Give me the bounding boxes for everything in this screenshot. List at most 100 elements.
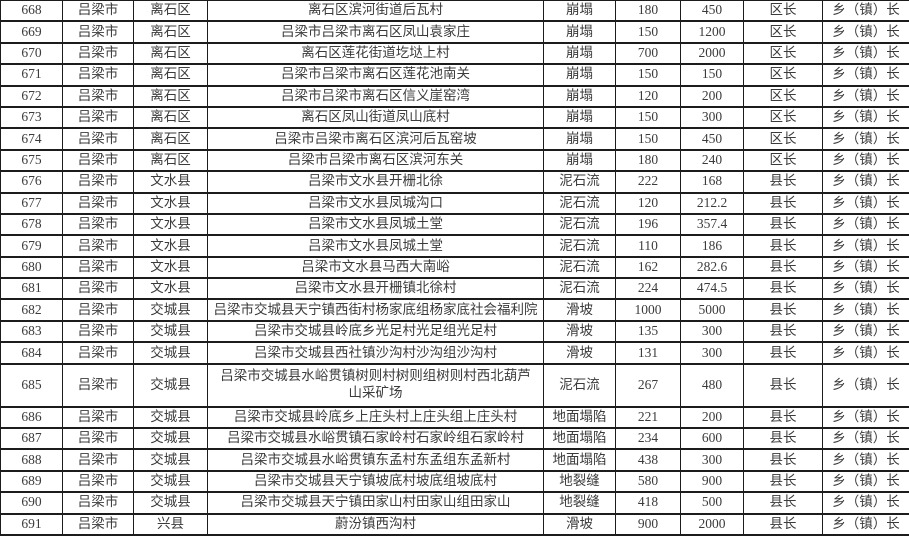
table-row: 671 吕梁市 离石区 吕梁市吕梁市离石区莲花池南关 崩塌 150 150 区长 乡（镇）长 <box>0 63 909 87</box>
cell-value-1: 150 <box>615 63 681 87</box>
cell-location: 吕梁市文水县开栅镇北徐村 <box>207 277 544 301</box>
table-row: 672 吕梁市 离石区 吕梁市吕梁市离石区信义崖窑湾 崩塌 120 200 区长 乡（镇）长 <box>0 84 909 108</box>
cell-leader-town: 乡（镇）长 <box>822 512 909 537</box>
cell-location: 离石区莲花街道圪垯上村 <box>207 41 544 66</box>
cell-city: 吕梁市 <box>62 319 134 344</box>
cell-value-2: 212.2 <box>680 191 744 215</box>
cell-row-index: 685 <box>0 362 63 408</box>
cell-location: 吕梁市交城县水峪贯镇石家岭村石家岭组石家岭村 <box>207 427 544 451</box>
table-row: 683 吕梁市 交城县 吕梁市交城县岭底乡光足村光足组光足村 滑坡 135 300 县长 乡（镇… <box>0 319 909 344</box>
cell-location: 吕梁市交城县水峪贯镇东孟村东孟组东孟新村 <box>207 448 544 472</box>
cell-leader-town: 乡（镇）长 <box>822 469 909 494</box>
cell-row-index: 690 <box>0 491 63 515</box>
cell-city: 吕梁市 <box>62 212 134 237</box>
cell-location: 吕梁市交城县天宁镇田家山村田家山组田家山 <box>207 491 544 515</box>
cell-leader-primary: 县长 <box>743 469 823 494</box>
cell-row-index: 691 <box>0 512 63 537</box>
cell-row-index: 670 <box>0 41 63 66</box>
cell-value-2: 2000 <box>680 41 744 66</box>
cell-row-index: 687 <box>0 427 63 451</box>
table-row: 691 吕梁市 兴县 蔚汾镇西沟村 滑坡 900 2000 县长 乡（镇）长 <box>0 512 909 537</box>
table-row: 679 吕梁市 文水县 吕梁市文水县凤城土堂 泥石流 110 186 县长 乡（镇）长 <box>0 234 909 258</box>
cell-leader-primary: 县长 <box>743 512 823 537</box>
table-row: 681 吕梁市 文水县 吕梁市文水县开栅镇北徐村 泥石流 224 474.5 县长 乡（镇）长 <box>0 277 909 301</box>
cell-leader-town: 乡（镇）长 <box>822 170 909 194</box>
cell-value-1: 580 <box>615 469 681 494</box>
cell-leader-town: 乡（镇）长 <box>822 319 909 344</box>
cell-value-1: 162 <box>615 255 681 280</box>
cell-value-2: 600 <box>680 427 744 451</box>
cell-value-2: 900 <box>680 469 744 494</box>
cell-location: 吕梁市交城县岭底乡上庄头村上庄头组上庄头村 <box>207 405 544 430</box>
cell-city: 吕梁市 <box>62 20 134 44</box>
cell-city: 吕梁市 <box>62 170 134 194</box>
cell-value-2: 300 <box>680 319 744 344</box>
cell-location: 吕梁市文水县凤城沟口 <box>207 191 544 215</box>
cell-location: 吕梁市吕梁市离石区凤山袁家庄 <box>207 20 544 44</box>
cell-row-index: 678 <box>0 212 63 237</box>
cell-leader-primary: 县长 <box>743 298 823 322</box>
cell-leader-primary: 县长 <box>743 362 823 408</box>
cell-county: 交城县 <box>133 491 208 515</box>
cell-county: 文水县 <box>133 255 208 280</box>
cell-row-index: 677 <box>0 191 63 215</box>
cell-city: 吕梁市 <box>62 405 134 430</box>
cell-location: 离石区凤山街道凤山底村 <box>207 105 544 130</box>
cell-leader-primary: 区长 <box>743 105 823 130</box>
cell-leader-primary: 区长 <box>743 127 823 151</box>
cell-location: 吕梁市交城县西社镇沙沟村沙沟组沙沟村 <box>207 341 544 365</box>
cell-location: 吕梁市交城县天宁镇西街村杨家底组杨家底社会福利院 <box>207 298 544 322</box>
cell-leader-primary: 区长 <box>743 148 823 173</box>
cell-disaster-type: 崩塌 <box>543 105 616 130</box>
cell-location: 吕梁市文水县凤城土堂 <box>207 234 544 258</box>
cell-disaster-type: 崩塌 <box>543 0 616 23</box>
cell-leader-primary: 县长 <box>743 191 823 215</box>
table-row: 676 吕梁市 文水县 吕梁市文水县开栅北徐 泥石流 222 168 县长 乡（镇）长 <box>0 170 909 194</box>
cell-row-index: 669 <box>0 20 63 44</box>
cell-leader-town: 乡（镇）长 <box>822 20 909 44</box>
cell-leader-town: 乡（镇）长 <box>822 362 909 408</box>
cell-value-1: 418 <box>615 491 681 515</box>
cell-county: 离石区 <box>133 148 208 173</box>
cell-city: 吕梁市 <box>62 469 134 494</box>
cell-value-2: 5000 <box>680 298 744 322</box>
cell-leader-primary: 县长 <box>743 255 823 280</box>
cell-value-2: 300 <box>680 105 744 130</box>
cell-row-index: 681 <box>0 277 63 301</box>
cell-city: 吕梁市 <box>62 41 134 66</box>
cell-value-2: 450 <box>680 0 744 23</box>
cell-value-2: 357.4 <box>680 212 744 237</box>
cell-leader-primary: 县长 <box>743 319 823 344</box>
cell-city: 吕梁市 <box>62 191 134 215</box>
cell-leader-town: 乡（镇）长 <box>822 491 909 515</box>
cell-row-index: 672 <box>0 84 63 108</box>
cell-value-2: 1200 <box>680 20 744 44</box>
table-row: 669 吕梁市 离石区 吕梁市吕梁市离石区凤山袁家庄 崩塌 150 1200 区长 乡（镇）长 <box>0 20 909 44</box>
cell-city: 吕梁市 <box>62 84 134 108</box>
cell-disaster-type: 地面塌陷 <box>543 427 616 451</box>
cell-city: 吕梁市 <box>62 0 134 23</box>
cell-leader-town: 乡（镇）长 <box>822 127 909 151</box>
cell-county: 文水县 <box>133 170 208 194</box>
cell-row-index: 682 <box>0 298 63 322</box>
table-row: 684 吕梁市 交城县 吕梁市交城县西社镇沙沟村沙沟组沙沟村 滑坡 131 300 县长 乡（镇… <box>0 341 909 365</box>
cell-row-index: 668 <box>0 0 63 23</box>
cell-value-2: 300 <box>680 448 744 472</box>
table-row: 670 吕梁市 离石区 离石区莲花街道圪垯上村 崩塌 700 2000 区长 乡（镇）长 <box>0 41 909 66</box>
cell-leader-town: 乡（镇）长 <box>822 341 909 365</box>
cell-disaster-type: 地面塌陷 <box>543 448 616 472</box>
table-row: 690 吕梁市 交城县 吕梁市交城县天宁镇田家山村田家山组田家山 地裂缝 418 500 县长… <box>0 491 909 515</box>
cell-city: 吕梁市 <box>62 362 134 408</box>
cell-city: 吕梁市 <box>62 234 134 258</box>
cell-county: 文水县 <box>133 234 208 258</box>
cell-disaster-type: 泥石流 <box>543 170 616 194</box>
cell-county: 离石区 <box>133 84 208 108</box>
cell-disaster-type: 崩塌 <box>543 20 616 44</box>
cell-value-2: 300 <box>680 341 744 365</box>
cell-row-index: 684 <box>0 341 63 365</box>
cell-value-2: 168 <box>680 170 744 194</box>
cell-county: 离石区 <box>133 41 208 66</box>
cell-location: 吕梁市文水县凤城土堂 <box>207 212 544 237</box>
cell-leader-town: 乡（镇）长 <box>822 298 909 322</box>
